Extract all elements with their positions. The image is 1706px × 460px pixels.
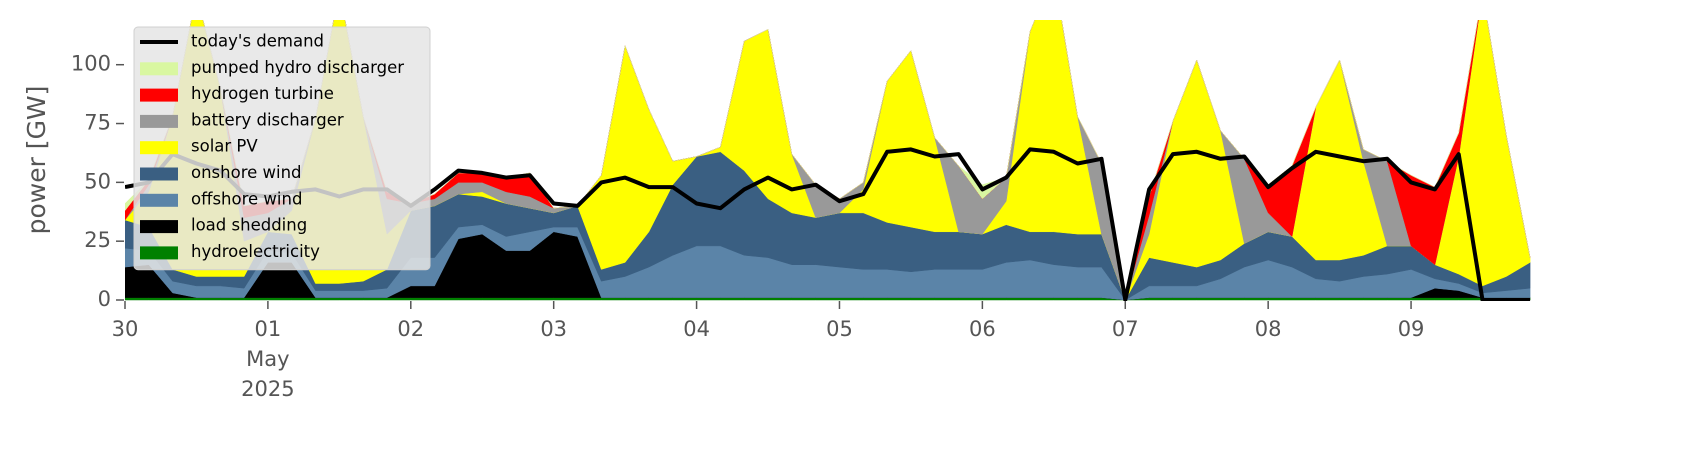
x-tick-label: 05 [826, 317, 853, 341]
plot-area [125, 20, 1531, 301]
y-axis-label: power [GW] [22, 86, 51, 235]
legend-label: hydrogen turbine [191, 84, 334, 103]
x-tick-label: 09 [1398, 317, 1425, 341]
x-year-label: 2025 [241, 377, 294, 401]
y-tick-label: 100 [71, 52, 111, 76]
legend-label: battery discharger [191, 110, 344, 129]
legend-swatch [140, 220, 178, 234]
area [125, 297, 1531, 301]
y-tick-label: 0 [98, 287, 111, 311]
x-tick-label: 02 [397, 317, 424, 341]
legend-label: hydroelectricity [191, 242, 320, 261]
y-tick-label: 25 [84, 228, 111, 252]
x-month-label: May [246, 347, 289, 371]
x-tick-label: 30 [112, 317, 139, 341]
legend-swatch [140, 167, 178, 181]
y-tick-label: 75 [84, 111, 111, 135]
legend-label: onshore wind [191, 163, 302, 182]
legend-swatch [140, 62, 178, 76]
legend-swatch [140, 88, 178, 102]
legend-box [133, 26, 431, 271]
x-tick-label: 03 [540, 317, 567, 341]
legend-swatch [140, 114, 178, 128]
x-tick-label: 04 [683, 317, 710, 341]
legend-label: solar PV [191, 137, 258, 156]
legend-swatch [140, 193, 178, 207]
axes: 0 25 50 75 100 30 01 May 2025 02 03 04 05 06 07 08 09 [71, 52, 1425, 401]
x-tick-label: 07 [1112, 317, 1139, 341]
legend-label: pumped hydro discharger [191, 58, 404, 77]
legend-label: load shedding [191, 216, 307, 235]
legend-swatch [140, 141, 178, 155]
x-tick-label: 08 [1255, 317, 1282, 341]
y-tick-label: 50 [84, 169, 111, 193]
legend: today's demand pumped hydro discharger hyd… [133, 26, 431, 271]
legend-swatch [140, 246, 178, 260]
x-tick-label: 01 [255, 317, 282, 341]
legend-label: offshore wind [191, 189, 302, 208]
x-tick-label: 06 [969, 317, 996, 341]
legend-label: today's demand [191, 32, 324, 51]
